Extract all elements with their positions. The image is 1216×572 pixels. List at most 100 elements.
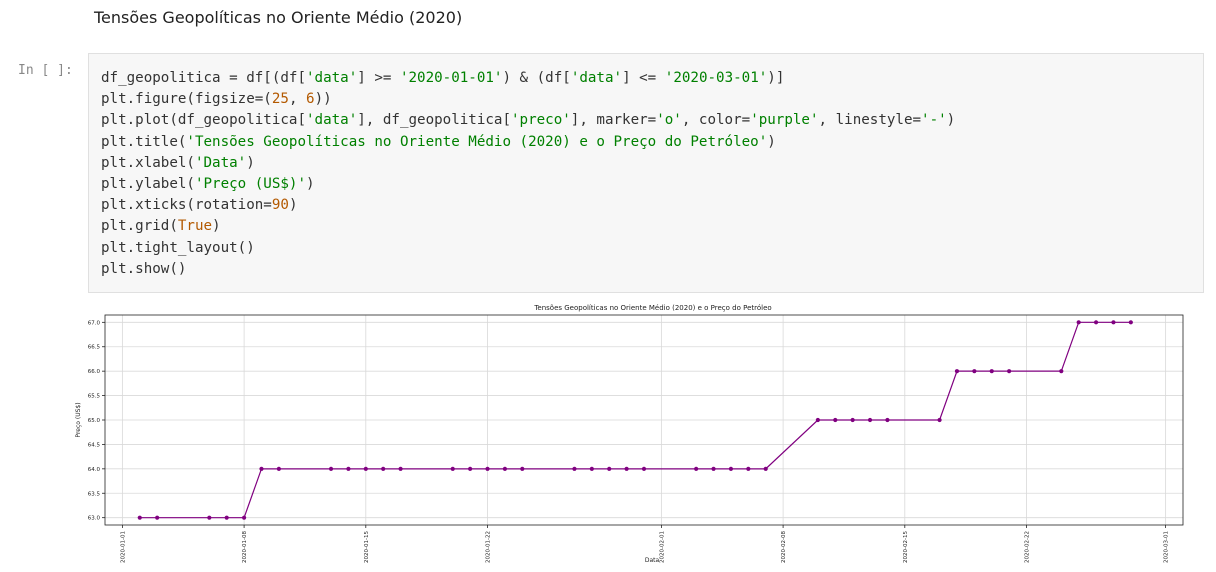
x-tick-label: 2020-02-01	[659, 531, 665, 563]
data-point	[763, 466, 768, 471]
data-point	[207, 515, 212, 520]
code-token: 25	[271, 91, 289, 108]
y-tick-label: 65.5	[88, 394, 101, 400]
data-point	[1111, 320, 1116, 325]
data-point	[485, 466, 490, 471]
code-text[interactable]: df_geopolitica = df[(df['data'] >= '2020…	[101, 68, 955, 280]
data-point	[850, 417, 855, 423]
code-token: 'data'	[306, 70, 358, 86]
code-token: 'Data'	[194, 154, 247, 171]
code-token: , linestyle=	[818, 112, 922, 129]
data-point	[1076, 320, 1081, 325]
chart-grid	[105, 315, 1183, 525]
data-point	[137, 515, 142, 520]
code-token: 'o'	[656, 112, 682, 129]
y-tick-label: 63.5	[88, 491, 101, 497]
data-point	[1093, 320, 1099, 325]
y-tick-label: 67.0	[88, 320, 101, 326]
series-markers	[137, 320, 1133, 520]
code-token: '2020-03-01'	[664, 70, 768, 86]
code-token: plt.grid(	[101, 218, 178, 235]
code-token: plt.tight_layout()	[101, 239, 255, 256]
code-token: 'preco'	[511, 112, 571, 129]
data-point	[346, 466, 351, 471]
data-point	[502, 466, 508, 471]
data-point	[867, 417, 873, 423]
cell-prompt: In [ ]:	[18, 63, 73, 78]
y-tick-label: 65.0	[88, 418, 101, 424]
code-line: plt.figure(figsize=(25, 6))	[101, 91, 332, 107]
code-token: 'Preço (US$)'	[194, 176, 307, 193]
code-token: ) & (df[	[502, 70, 571, 86]
code-line: plt.tight_layout()	[101, 240, 255, 256]
data-point	[241, 515, 247, 520]
data-point	[1128, 320, 1133, 325]
code-token: )	[946, 112, 956, 129]
x-tick-label: 2020-01-01	[120, 531, 126, 563]
code-token: plt.show()	[101, 260, 187, 277]
data-point	[589, 466, 594, 471]
data-point	[885, 417, 890, 423]
y-tick-label: 66.5	[88, 345, 101, 351]
data-point	[954, 369, 960, 374]
data-point	[1059, 369, 1064, 374]
code-token: ], marker=	[570, 112, 657, 129]
x-tick-label: 2020-02-08	[781, 531, 787, 563]
code-token: plt.plot(df_geopolitica[	[101, 112, 306, 129]
data-point	[328, 466, 334, 471]
data-point	[694, 466, 699, 471]
markdown-heading: Tensões Geopolíticas no Oriente Médio (2…	[94, 8, 463, 27]
code-token: )	[246, 154, 255, 171]
y-tick-label: 64.0	[88, 467, 101, 473]
code-token: ] <=	[622, 70, 665, 86]
code-token: plt.ylabel(	[101, 176, 195, 193]
code-token: ], df_geopolitica[	[357, 112, 511, 129]
x-tick-label: 2020-02-15	[903, 531, 909, 563]
data-point	[815, 417, 820, 423]
data-point	[641, 466, 647, 471]
x-axis: 2020-01-01 2020-01-08 2020-01-15 2020-01-22…	[120, 525, 1170, 563]
data-point	[450, 466, 455, 471]
data-point	[363, 466, 368, 471]
code-token: True	[177, 218, 213, 235]
code-token: plt.figure(figsize=(	[101, 91, 272, 108]
data-point	[972, 369, 977, 374]
x-tick-label: 2020-03-01	[1164, 531, 1170, 563]
data-point	[711, 466, 716, 471]
code-token: plt.title(	[101, 133, 187, 150]
line-chart: Tensões Geopolíticas no Oriente Médio (2…	[74, 300, 1204, 568]
series-line	[139, 321, 1131, 519]
data-point	[572, 466, 577, 471]
code-token: )	[306, 176, 315, 193]
code-line: df_geopolitica = df[(df['data'] >= '2020…	[101, 70, 784, 86]
code-token: , color=	[681, 112, 751, 129]
code-token: 'Tensões Geopolíticas no Oriente Médio (…	[186, 133, 768, 150]
y-axis: 63.0 63.5 64.0 64.5 65.0 65.5 66.0 66.5 67.0	[88, 320, 105, 522]
x-tick-label: 2020-02-22	[1025, 531, 1031, 563]
data-point	[398, 466, 403, 471]
data-point	[989, 369, 994, 374]
x-tick-label: 2020-01-15	[364, 531, 370, 563]
code-token: )	[212, 218, 221, 235]
x-axis-label: Data	[645, 557, 660, 564]
data-point	[155, 515, 160, 520]
code-token: plt.xlabel(	[101, 154, 195, 171]
code-token: 'data'	[570, 70, 623, 86]
data-point	[520, 466, 525, 471]
data-point	[937, 417, 942, 423]
code-token: )	[767, 133, 776, 150]
y-tick-label: 63.0	[88, 516, 101, 522]
x-tick-label: 2020-01-08	[242, 531, 248, 563]
code-line: plt.title('Tensões Geopolíticas no Orien…	[101, 134, 776, 150]
code-token: 90	[271, 197, 289, 214]
code-line: plt.xlabel('Data')	[101, 155, 255, 171]
code-cell-editor[interactable]: df_geopolitica = df[(df['data'] >= '2020…	[88, 53, 1204, 293]
code-line: plt.show()	[101, 261, 186, 277]
code-token: '-'	[921, 112, 947, 129]
code-token: ] >=	[357, 70, 400, 86]
x-tick-label: 2020-01-22	[486, 531, 492, 563]
data-point	[381, 466, 386, 471]
code-line: plt.plot(df_geopolitica['data'], df_geop…	[101, 112, 955, 128]
code-line: plt.grid(True)	[101, 218, 221, 234]
code-token: ))	[314, 91, 332, 108]
